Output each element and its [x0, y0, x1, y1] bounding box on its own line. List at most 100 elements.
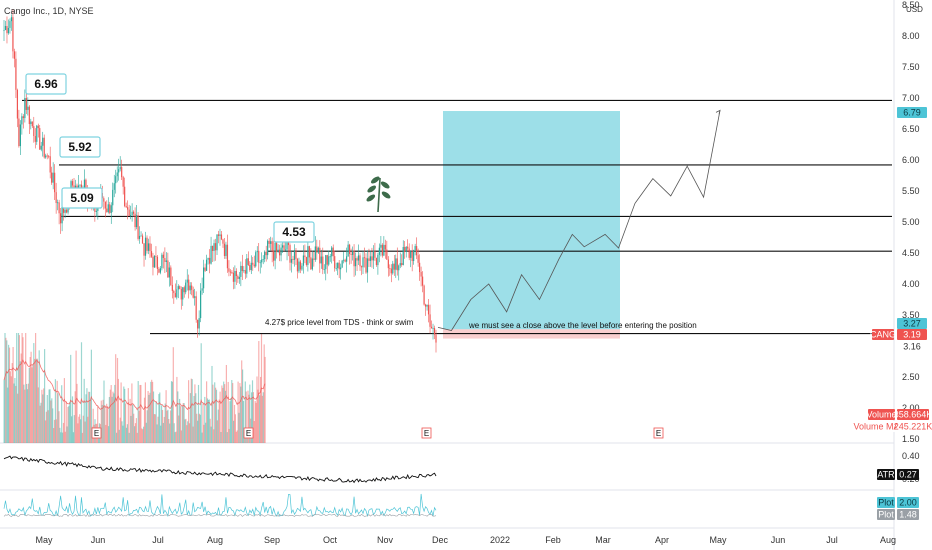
earnings-marker[interactable]	[653, 427, 664, 439]
earnings-marker[interactable]	[243, 427, 254, 439]
month-tick-label: Feb	[545, 535, 561, 545]
candle-body	[346, 256, 348, 262]
candle-body	[122, 177, 124, 187]
candle-body	[194, 296, 196, 298]
month-tick-label: Sep	[264, 535, 280, 545]
candle-body	[118, 169, 120, 173]
candle-body	[61, 206, 63, 224]
candle-body	[304, 255, 306, 258]
level-callout-box	[25, 73, 67, 95]
volume-bar	[190, 378, 192, 443]
volume-bar	[82, 415, 84, 443]
volume-bar	[28, 367, 30, 443]
candle-body	[62, 206, 65, 213]
candle-body	[183, 287, 185, 293]
earnings-marker[interactable]	[91, 427, 102, 439]
target-zone[interactable]	[443, 111, 620, 330]
volume-bar	[212, 384, 214, 443]
chart-title[interactable]: Cango Inc., 1D, NYSE	[4, 6, 94, 16]
volume-bar	[257, 389, 259, 443]
candle-body	[124, 186, 126, 206]
candle-body	[389, 268, 391, 269]
volume-bar	[174, 432, 176, 443]
volume-bar	[68, 405, 70, 443]
volume-bar	[21, 333, 23, 443]
candle-body	[359, 255, 361, 267]
volume-bar	[125, 427, 128, 443]
volume-bar	[116, 357, 119, 443]
volume-bar	[123, 386, 125, 443]
candle-body	[244, 270, 246, 274]
volume-bar	[258, 341, 260, 443]
candle-body	[170, 267, 172, 285]
volume-bar	[125, 403, 127, 443]
candle-body	[203, 267, 205, 289]
volume-bar	[151, 379, 153, 443]
volume-bar	[16, 333, 18, 443]
candle-body	[417, 255, 419, 263]
volume-bar	[26, 389, 29, 443]
volume-bar	[61, 385, 63, 443]
candle-body	[313, 258, 315, 260]
candle-body	[255, 252, 257, 267]
volume-bar	[143, 397, 146, 443]
month-tick-label: Dec	[432, 535, 449, 545]
candle-body	[293, 250, 296, 260]
candle-body	[401, 263, 403, 266]
earnings-marker-label: E	[424, 429, 429, 438]
volume-bar	[49, 389, 51, 443]
candle-body	[4, 26, 7, 31]
volume-bar	[140, 384, 142, 443]
candle-body	[267, 240, 269, 256]
candle-body	[278, 249, 281, 256]
volume-bar	[4, 333, 6, 443]
volume-bar	[70, 354, 72, 443]
volume-bar	[38, 350, 40, 443]
volume-bar	[53, 419, 56, 443]
candle-body	[167, 260, 169, 278]
volume-bar	[242, 369, 244, 443]
volume-bar	[232, 383, 234, 443]
candle-body	[127, 207, 129, 210]
candle-body	[177, 286, 179, 290]
volume-bar	[209, 418, 211, 443]
volume-bar	[254, 401, 256, 443]
candle-body	[399, 263, 401, 266]
volume-bar	[20, 353, 22, 443]
current-price-badge: 3.27	[903, 319, 921, 329]
volume-bar	[110, 385, 112, 443]
volume-bar	[37, 387, 39, 443]
volume-bar	[214, 382, 216, 443]
volume-bar	[43, 388, 45, 443]
candle-body	[320, 256, 322, 264]
volume-bar	[251, 380, 254, 443]
volume-bar	[185, 418, 187, 443]
candle-body	[383, 244, 385, 256]
plot2-value-badge-bg	[897, 509, 919, 520]
candle-body	[180, 288, 182, 300]
candle-body	[322, 256, 324, 270]
volume-bar	[39, 405, 41, 443]
candle-body	[13, 51, 16, 59]
candle-body	[310, 257, 312, 270]
projection-arrowhead	[715, 109, 721, 115]
oscillator-line	[3, 493, 437, 518]
volume-bar	[166, 410, 168, 443]
volume-bar	[26, 383, 28, 443]
volume-bar	[234, 414, 236, 443]
candle-body	[351, 250, 354, 255]
candle-body	[311, 258, 313, 270]
volume-bar	[259, 395, 261, 443]
candle-body	[420, 272, 422, 277]
earnings-marker[interactable]	[421, 427, 432, 439]
candle-body	[200, 290, 202, 319]
volume-bar	[199, 414, 201, 443]
projection-path[interactable]	[437, 110, 721, 331]
volume-bar	[156, 424, 158, 443]
candle-body	[97, 206, 99, 211]
candle-body	[125, 205, 127, 208]
candle-body	[25, 98, 27, 110]
volume-bar	[8, 344, 10, 443]
candle-body	[30, 121, 32, 125]
